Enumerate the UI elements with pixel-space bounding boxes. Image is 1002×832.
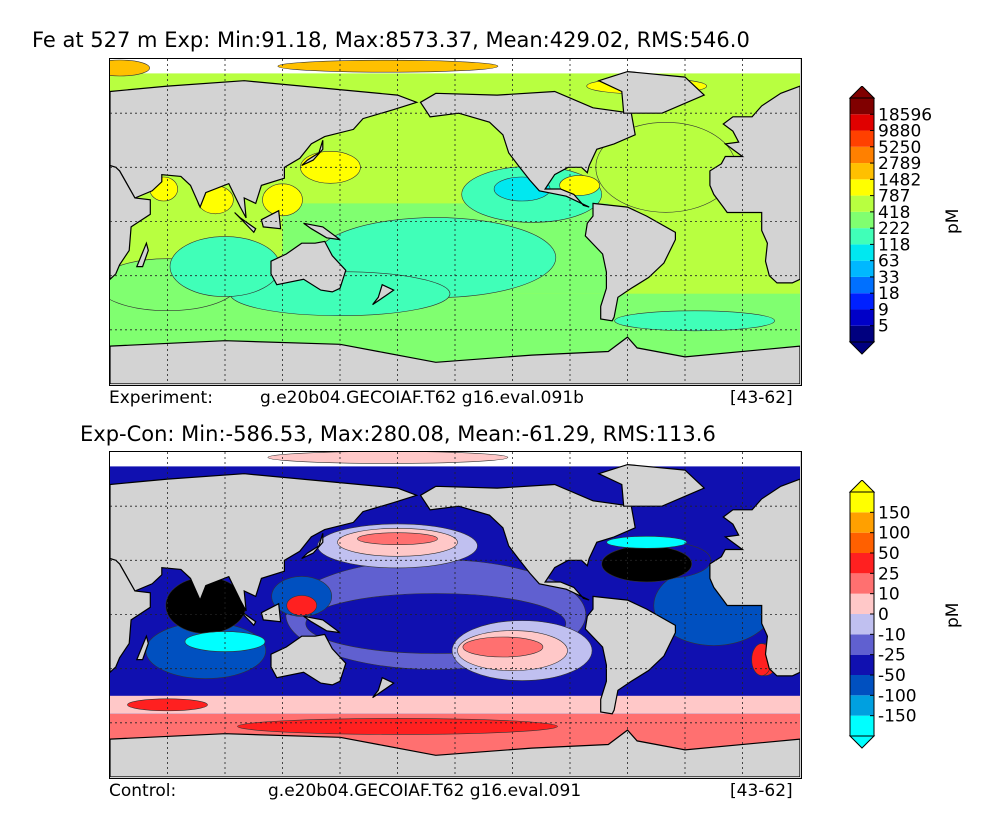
panel1-colorbar-tick-label: 118 (878, 235, 910, 255)
panel1-title: Fe at 527 m Exp: Min:91.18, Max:8573.37,… (32, 28, 750, 52)
panel1-land-japan (301, 140, 324, 167)
panel2-land-greenland (597, 463, 706, 507)
panel2-colorbar-tick-label: -10 (878, 625, 906, 645)
panel1-colorbar-swatch (850, 244, 874, 261)
panel1-colorbar-tick-label: 418 (878, 203, 910, 223)
panel1-colorbar-tick-label: 5 (878, 317, 889, 337)
panel2-colorbar-tick-label: -50 (878, 666, 906, 686)
panel1-land-indonesia2 (260, 209, 282, 230)
panel2-land-europe-africa-west (709, 478, 800, 677)
panel1-footer-case: g.e20b04.GECOIAF.T62 g16.eval.091b (260, 388, 584, 408)
panel1-land-north-america (419, 90, 636, 208)
panel1-colorbar: 5918336311822241878714822789525098801859… (848, 86, 963, 355)
panel1-colorbar-tick-label: 9880 (878, 122, 921, 142)
panel2-footer-label: Control: (109, 781, 177, 801)
panel1-land-south-america (584, 202, 677, 322)
panel1-colorbar-tick-label: 787 (878, 187, 910, 207)
panel2-land-indonesia2 (260, 602, 282, 623)
panel2-footer-years: [43-62] (730, 781, 793, 801)
panel2-map (109, 451, 802, 779)
panel1-colorbar-tick-label: 9 (878, 300, 889, 320)
panel2-colorbar-swatch (850, 654, 874, 675)
panel2-land-indonesia1 (234, 605, 257, 627)
panel1-land-europe-africa-west (709, 85, 800, 284)
panel1-colorbar-swatch (850, 228, 874, 245)
panel1-land-africa-east (110, 164, 151, 281)
panel1-footer-years: [43-62] (730, 388, 793, 408)
panel1-land-australia (270, 240, 347, 293)
panel1-footer-label: Experiment: (109, 388, 213, 408)
panel2-colorbar-extend-max (848, 480, 876, 493)
panel1-land-madagascar (135, 241, 149, 268)
panel1-colorbar-extend-min (848, 341, 876, 355)
panel2-colorbar-swatch (850, 593, 874, 614)
panel2-land-new-zealand (372, 676, 395, 699)
panel1-land-new-zealand (372, 283, 395, 306)
panel1-colorbar-swatch (850, 130, 874, 147)
panel1-colorbar-tick-label: 18 (878, 284, 900, 304)
panel2-colorbar-swatch (850, 634, 874, 655)
panel2-colorbar-swatch (850, 614, 874, 635)
panel1-land-greenland (597, 70, 706, 114)
panel1-colorbar-swatch (850, 325, 874, 342)
panel1-colorbar-swatch (850, 179, 874, 196)
panel2-colorbar-tick-label: 0 (878, 605, 889, 625)
panel2-colorbar-swatch (850, 512, 874, 533)
panel1-colorbar-extend-max (848, 86, 876, 99)
panel1-colorbar-tick-label: 5250 (878, 138, 921, 158)
panel2-title: Exp-Con: Min:-586.53, Max:280.08, Mean:-… (80, 422, 716, 446)
panel1-colorbar-swatch (850, 163, 874, 180)
panel1-colorbar-swatch (850, 114, 874, 131)
panel1-land-new-guinea (303, 222, 341, 241)
panel2-land-madagascar (135, 634, 149, 661)
panel1-colorbar-swatch (850, 276, 874, 294)
panel2-colorbar-swatch (850, 553, 874, 574)
panel1-land-antarctica (110, 336, 800, 384)
panel1-colorbar-tick-label: 1482 (878, 170, 921, 190)
panel1-colorbar-tick-label: 18596 (878, 105, 932, 125)
panel2-colorbar-tick-label: -25 (878, 646, 906, 666)
panel2-colorbar-swatch (850, 715, 874, 736)
panel2-land-africa-east (110, 557, 151, 674)
panel1-colorbar-tick-label: 63 (878, 252, 900, 272)
panel2-colorbar-swatch (850, 492, 874, 513)
panel2-land-south-america (584, 595, 677, 715)
panel2-colorbar-tick-label: 10 (878, 585, 900, 605)
panel1-colorbar-tick-label: 222 (878, 219, 910, 239)
panel1-colorbar-swatch (850, 260, 874, 277)
panel1-colorbar-tick-label: 2789 (878, 154, 921, 174)
panel1-colorbar-tick-label: 33 (878, 268, 900, 288)
panel1-colorbar-swatch (850, 211, 874, 229)
panel1-map (109, 58, 802, 386)
panel2-colorbar-swatch (850, 675, 874, 696)
panel2-land-new-guinea (303, 615, 341, 634)
panel1-colorbar-swatch (850, 98, 874, 115)
panel2-colorbar-tick-label: -150 (878, 707, 917, 727)
panel2-land-australia (270, 633, 347, 686)
panel1-colorbar-swatch (850, 309, 874, 326)
panel2-colorbar-tick-label: 150 (878, 503, 910, 523)
panel2-footer-case: g.e20b04.GECOIAF.T62 g16.eval.091 (268, 781, 582, 801)
panel2-land-japan (301, 533, 324, 560)
panel2-colorbar-extend-min (848, 735, 876, 749)
panel2-colorbar-swatch (850, 695, 874, 716)
panel2-colorbar-tick-label: -100 (878, 686, 917, 706)
panel2-colorbar-tick-label: 25 (878, 564, 900, 584)
panel1-colorbar-swatch (850, 195, 874, 212)
panel2-colorbar-swatch (850, 573, 874, 594)
panel1-colorbar-swatch (850, 146, 874, 164)
panel2-colorbar-swatch (850, 532, 874, 553)
panel2-land-north-america (419, 483, 636, 601)
panel2-colorbar-tick-label: 100 (878, 524, 910, 544)
panel1-colorbar-label: pM (943, 209, 963, 234)
panel2-colorbar-tick-label: 50 (878, 544, 900, 564)
panel1-colorbar-swatch (850, 293, 874, 310)
panel2-land-antarctica (110, 729, 800, 777)
panel1-land-indonesia1 (234, 212, 257, 234)
panel2-colorbar-label: pM (943, 603, 963, 628)
